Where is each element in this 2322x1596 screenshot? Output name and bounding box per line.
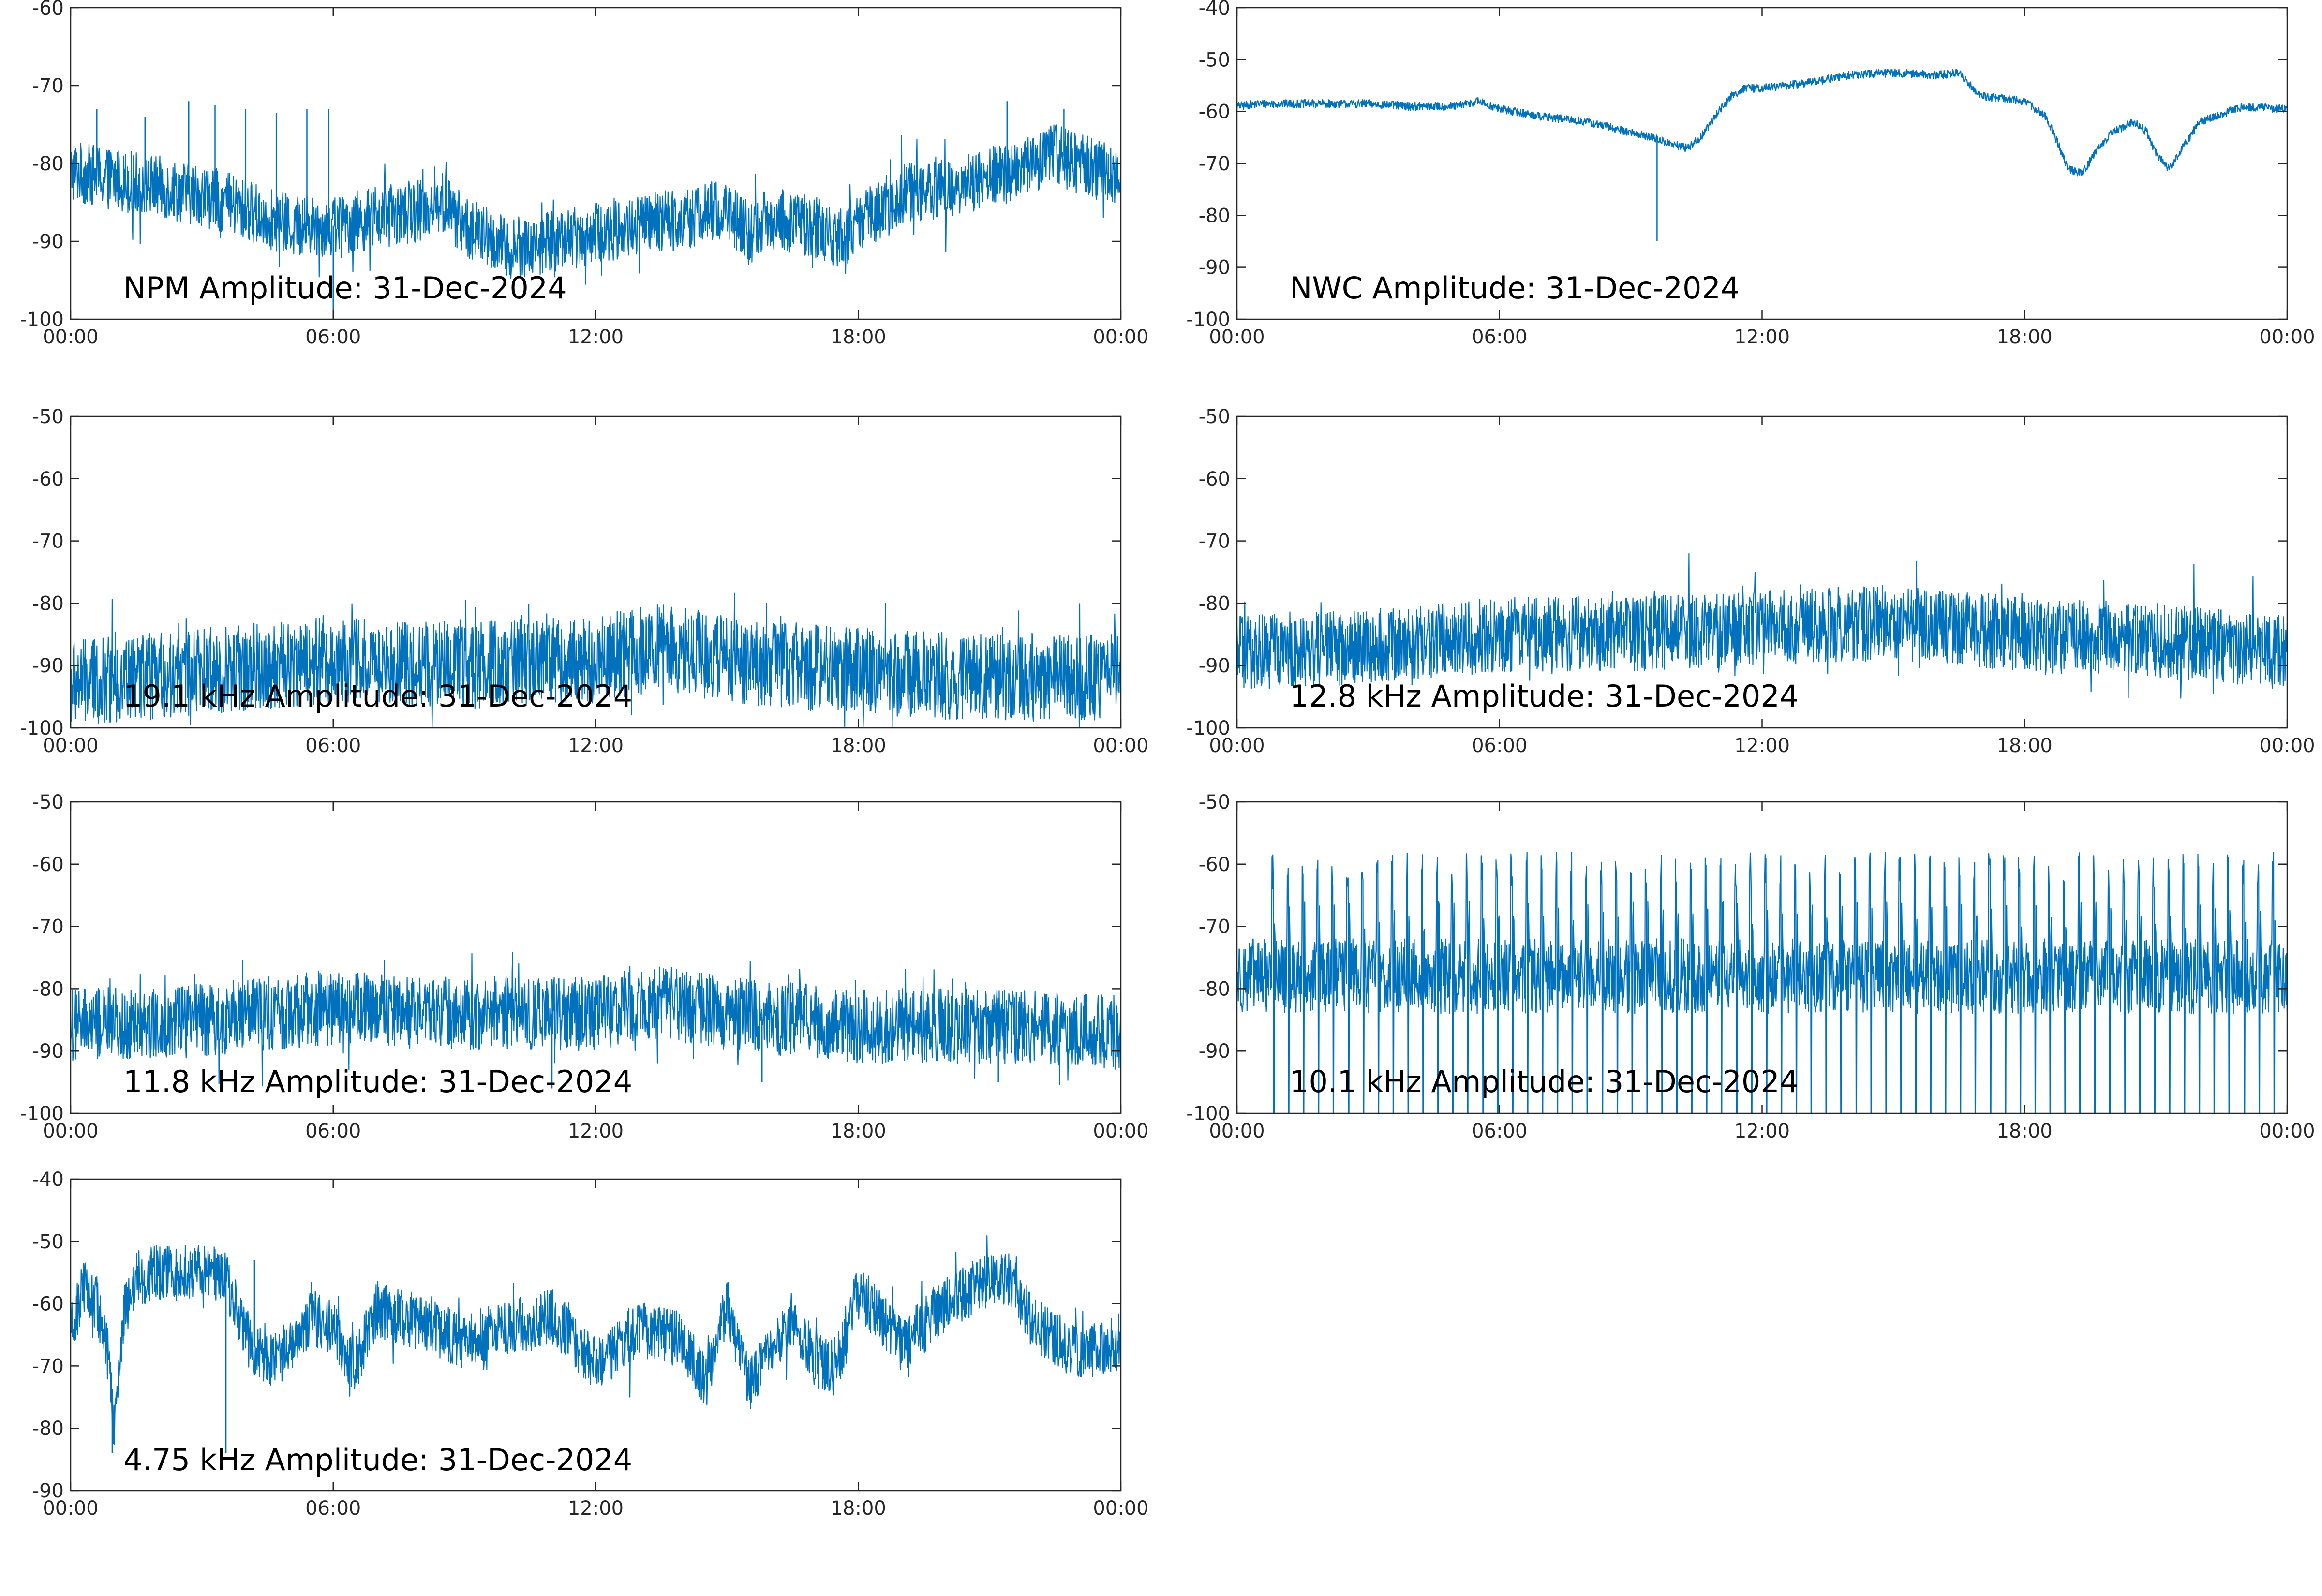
x-tick-label: 12:00: [568, 735, 624, 757]
y-tick-label: -50: [1199, 49, 1230, 71]
y-tick-label: -60: [1199, 854, 1230, 876]
x-tick-label: 06:00: [305, 326, 361, 348]
y-tick-label: -50: [1199, 406, 1230, 428]
panel-title: 19.1 kHz Amplitude: 31-Dec-2024: [123, 679, 632, 714]
y-tick-label: -90: [1199, 257, 1230, 279]
series-line: [70, 1235, 1122, 1445]
x-tick-label: 00:00: [43, 735, 98, 757]
x-tick-label: 00:00: [2259, 326, 2315, 348]
panel-title: 10.1 kHz Amplitude: 31-Dec-2024: [1290, 1064, 1799, 1099]
y-tick-label: -60: [32, 1293, 64, 1315]
x-tick-label: 00:00: [1209, 1120, 1265, 1142]
y-tick-label: -100: [1186, 1103, 1230, 1125]
x-tick-label: 06:00: [305, 1120, 361, 1142]
y-tick-label: -60: [32, 0, 64, 19]
y-tick-label: -90: [1199, 655, 1230, 677]
y-tick-label: -50: [32, 406, 64, 428]
panel-title: 12.8 kHz Amplitude: 31-Dec-2024: [1290, 679, 1799, 714]
panel-11-8-khz-amplitude: 00:00 06:00 12:00 18:00 00:00 -50 -60 -70 -80 -90…: [20, 791, 1148, 1142]
x-tick-label: 00:00: [1093, 735, 1148, 757]
panel-title: 11.8 kHz Amplitude: 31-Dec-2024: [123, 1064, 632, 1099]
y-tick-label: -70: [32, 916, 64, 938]
y-tick-label: -50: [1199, 791, 1230, 813]
y-tick-label: -50: [32, 1231, 64, 1253]
y-tick-label: -70: [1199, 153, 1230, 175]
y-tick-label: -50: [32, 791, 64, 813]
panel-10-1-khz-amplitude: 00:00 06:00 12:00 18:00 00:00 -50 -60 -70 -80 -90…: [1186, 791, 2315, 1142]
x-tick-label: 18:00: [1997, 326, 2053, 348]
y-tick-label: -80: [1199, 978, 1230, 1000]
x-tick-label: 00:00: [1209, 326, 1265, 348]
x-tick-label: 18:00: [1997, 1120, 2053, 1142]
y-tick-label: -100: [1186, 309, 1230, 331]
y-tick-label: -40: [1199, 0, 1230, 19]
x-tick-label: 12:00: [568, 1497, 624, 1520]
y-tick-label: -70: [32, 1355, 64, 1377]
panel-npm-amplitude: 00:00 06:00 12:00 18:00 00:00 -60 -70 -80 -90 -10…: [20, 0, 1148, 348]
panel-title: NWC Amplitude: 31-Dec-2024: [1290, 270, 1740, 306]
series-line: [1236, 68, 2288, 177]
y-tick-label: -70: [1199, 916, 1230, 938]
x-tick-label: 06:00: [1472, 1120, 1527, 1142]
y-tick-label: -80: [1199, 592, 1230, 615]
x-tick-label: 12:00: [1734, 1120, 1790, 1142]
x-tick-label: 06:00: [305, 1497, 361, 1520]
x-tick-label: 06:00: [1472, 735, 1527, 757]
y-tick-label: -90: [32, 655, 64, 677]
x-tick-label: 00:00: [1093, 1120, 1148, 1142]
y-tick-label: -90: [32, 1040, 64, 1063]
x-tick-label: 00:00: [1209, 735, 1265, 757]
y-tick-label: -60: [32, 854, 64, 876]
x-tick-label: 00:00: [43, 326, 98, 348]
panel-19-1-khz-amplitude: 00:00 06:00 12:00 18:00 00:00 -50 -60 -70 -80 -90…: [20, 406, 1148, 757]
x-tick-label: 18:00: [1997, 735, 2053, 757]
series-line: [70, 592, 1122, 729]
x-tick-label: 18:00: [831, 1497, 886, 1520]
x-tick-label: 00:00: [1093, 1497, 1148, 1520]
x-tick-label: 12:00: [568, 1120, 624, 1142]
y-tick-label: -70: [1199, 531, 1230, 553]
series-line: [1236, 553, 2288, 699]
y-tick-label: -80: [1199, 205, 1230, 227]
y-tick-label: -80: [32, 153, 64, 175]
y-tick-label: -80: [32, 978, 64, 1000]
x-tick-label: 18:00: [831, 326, 886, 348]
x-tick-label: 00:00: [43, 1497, 98, 1520]
x-tick-label: 00:00: [1093, 326, 1148, 348]
y-tick-label: -80: [32, 592, 64, 615]
y-tick-label: -70: [32, 531, 64, 553]
x-tick-label: 12:00: [1734, 735, 1790, 757]
x-tick-label: 06:00: [1472, 326, 1527, 348]
y-tick-label: -60: [32, 468, 64, 490]
panel-4-75-khz-amplitude: 00:00 06:00 12:00 18:00 00:00 -40 -50 -60 -70 -80…: [32, 1168, 1149, 1520]
x-tick-label: 00:00: [43, 1120, 98, 1142]
y-tick-label: -100: [20, 717, 64, 739]
series-line: [70, 952, 1122, 1086]
y-tick-label: -90: [32, 231, 64, 253]
x-tick-label: 18:00: [831, 735, 886, 757]
y-tick-label: -60: [1199, 468, 1230, 490]
y-tick-label: -60: [1199, 101, 1230, 123]
x-tick-label: 18:00: [831, 1120, 886, 1142]
panel-nwc-amplitude: 00:00 06:00 12:00 18:00 00:00 -40 -50 -60 -70 -80…: [1186, 0, 2315, 348]
y-tick-label: -70: [32, 75, 64, 97]
x-tick-label: 12:00: [568, 326, 624, 348]
y-tick-label: -100: [20, 309, 64, 331]
x-tick-label: 06:00: [305, 735, 361, 757]
panel-12-8-khz-amplitude: 00:00 06:00 12:00 18:00 00:00 -50 -60 -70 -80 -90…: [1186, 406, 2315, 757]
y-tick-label: -90: [1199, 1040, 1230, 1063]
y-tick-label: -100: [20, 1103, 64, 1125]
x-tick-label: 00:00: [2259, 1120, 2315, 1142]
y-tick-label: -40: [32, 1168, 64, 1191]
x-tick-label: 00:00: [2259, 735, 2315, 757]
y-tick-label: -100: [1186, 717, 1230, 739]
panel-title: 4.75 kHz Amplitude: 31-Dec-2024: [123, 1442, 632, 1478]
y-tick-label: -90: [32, 1480, 64, 1502]
x-tick-label: 12:00: [1734, 326, 1790, 348]
series-line: [70, 124, 1122, 285]
y-tick-label: -80: [32, 1418, 64, 1440]
panel-title: NPM Amplitude: 31-Dec-2024: [123, 270, 567, 306]
series-line: [1236, 851, 2288, 1114]
